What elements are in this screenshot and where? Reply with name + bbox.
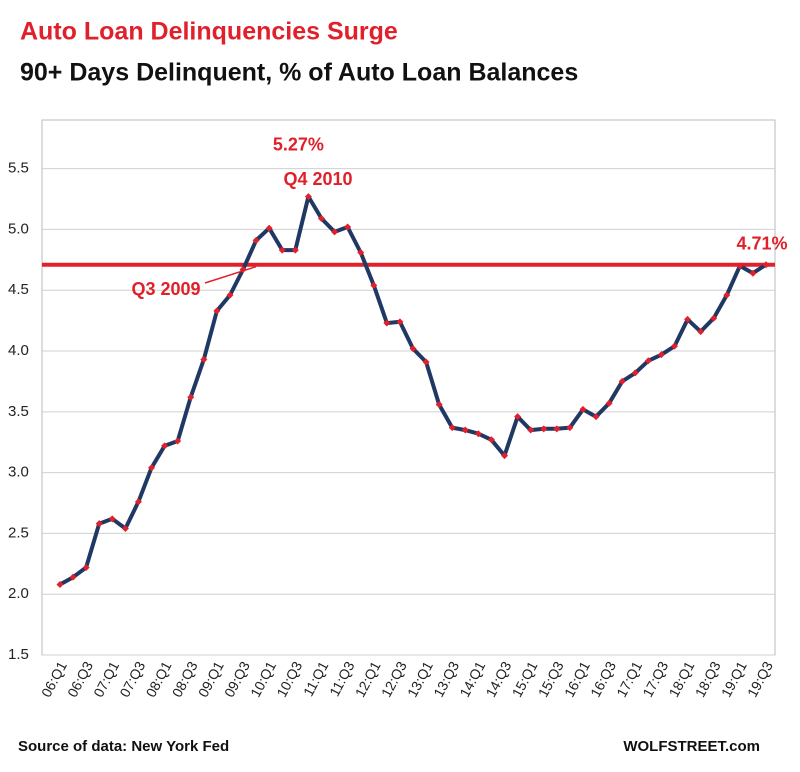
marker bbox=[448, 424, 456, 432]
marker bbox=[396, 318, 404, 326]
marker bbox=[670, 342, 678, 350]
y-tick-label: 5.5 bbox=[8, 160, 29, 177]
marker bbox=[148, 464, 156, 472]
marker bbox=[697, 328, 705, 336]
marker bbox=[317, 214, 325, 222]
chart-subtitle: 90+ Days Delinquent, % of Auto Loan Bala… bbox=[20, 59, 578, 87]
y-tick-label: 3.0 bbox=[8, 464, 29, 481]
marker bbox=[592, 413, 600, 421]
marker bbox=[370, 281, 378, 289]
marker bbox=[605, 399, 613, 407]
marker bbox=[553, 425, 561, 433]
credit: WOLFSTREET.com bbox=[623, 738, 760, 755]
x-tick-label: 10:Q3 bbox=[273, 658, 305, 699]
marker bbox=[200, 356, 208, 364]
y-tick-label: 3.5 bbox=[8, 403, 29, 420]
marker bbox=[278, 246, 286, 254]
marker bbox=[540, 425, 548, 433]
marker bbox=[134, 498, 142, 506]
annotation: Q4 2010 bbox=[283, 169, 352, 189]
marker bbox=[213, 307, 221, 315]
marker bbox=[527, 426, 535, 434]
y-tick-label: 2.0 bbox=[8, 585, 29, 602]
annotation-leader bbox=[204, 265, 257, 284]
value-label: 4.71% bbox=[736, 233, 787, 253]
marker bbox=[631, 369, 639, 377]
marker bbox=[736, 262, 744, 270]
plot-area bbox=[41, 119, 776, 656]
source: Source of data: New York Fed bbox=[18, 738, 229, 755]
marker bbox=[487, 436, 495, 444]
marker bbox=[357, 249, 365, 257]
marker bbox=[161, 442, 169, 450]
marker bbox=[82, 563, 90, 571]
marker bbox=[514, 413, 522, 421]
x-tick-label: 19:Q3 bbox=[744, 658, 776, 699]
marker bbox=[252, 236, 260, 244]
y-tick-label: 2.5 bbox=[8, 524, 29, 541]
marker bbox=[461, 426, 469, 434]
marker bbox=[226, 291, 234, 299]
marker bbox=[474, 430, 482, 438]
marker bbox=[710, 314, 718, 322]
y-tick-label: 1.5 bbox=[8, 646, 29, 663]
marker bbox=[121, 525, 129, 533]
marker bbox=[265, 224, 273, 232]
marker bbox=[304, 193, 312, 201]
marker bbox=[723, 291, 731, 299]
line bbox=[59, 194, 768, 587]
marker bbox=[749, 269, 757, 277]
marker bbox=[579, 405, 587, 413]
marker bbox=[501, 452, 509, 460]
marker bbox=[422, 358, 430, 366]
marker bbox=[174, 437, 182, 445]
marker bbox=[762, 261, 770, 269]
marker bbox=[187, 393, 195, 401]
chart-title: Auto Loan Delinquencies Surge bbox=[20, 18, 398, 46]
y-tick-label: 4.0 bbox=[8, 342, 29, 359]
annotation: Q3 2009 bbox=[131, 279, 200, 299]
marker bbox=[566, 424, 574, 432]
marker bbox=[657, 351, 665, 359]
marker bbox=[618, 377, 626, 385]
marker bbox=[344, 223, 352, 231]
marker bbox=[69, 573, 77, 581]
value-label: 5.27% bbox=[273, 134, 324, 154]
y-tick-label: 4.5 bbox=[8, 281, 29, 298]
marker bbox=[684, 315, 692, 323]
marker bbox=[95, 520, 103, 528]
marker bbox=[56, 580, 64, 588]
marker bbox=[644, 357, 652, 365]
marker bbox=[409, 345, 417, 353]
marker bbox=[331, 228, 339, 236]
y-tick-label: 5.0 bbox=[8, 220, 29, 237]
marker bbox=[383, 319, 391, 327]
marker bbox=[291, 246, 299, 254]
marker bbox=[435, 401, 443, 409]
marker bbox=[108, 515, 116, 523]
